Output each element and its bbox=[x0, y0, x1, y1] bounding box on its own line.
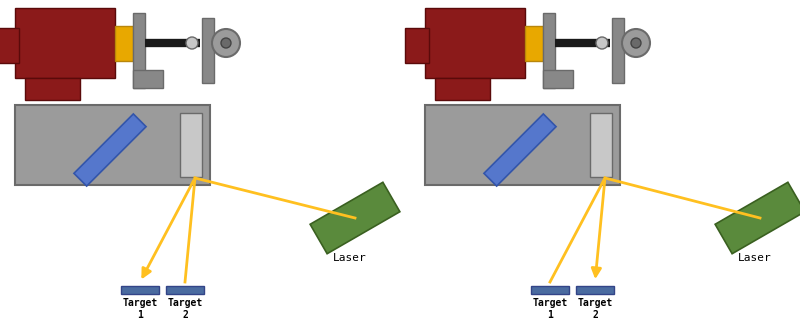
Bar bbox=[0, 28, 19, 63]
Bar bbox=[15, 8, 115, 78]
Bar bbox=[133, 70, 163, 88]
Bar bbox=[202, 18, 214, 83]
Bar bbox=[576, 286, 614, 294]
Text: Target
1: Target 1 bbox=[532, 298, 568, 320]
Bar bbox=[543, 13, 555, 88]
Bar bbox=[590, 113, 612, 177]
Bar bbox=[25, 78, 80, 100]
Circle shape bbox=[631, 38, 641, 48]
Polygon shape bbox=[715, 182, 800, 254]
Bar bbox=[425, 105, 620, 185]
Bar bbox=[435, 78, 490, 100]
Bar bbox=[543, 70, 573, 88]
Polygon shape bbox=[74, 114, 146, 186]
Polygon shape bbox=[310, 182, 400, 254]
Text: Target
2: Target 2 bbox=[167, 298, 202, 320]
Circle shape bbox=[212, 29, 240, 57]
Circle shape bbox=[622, 29, 650, 57]
Text: Target
2: Target 2 bbox=[578, 298, 613, 320]
Bar bbox=[121, 286, 159, 294]
Bar bbox=[115, 26, 133, 61]
Circle shape bbox=[596, 37, 608, 49]
Circle shape bbox=[221, 38, 231, 48]
Bar bbox=[525, 26, 543, 61]
Bar bbox=[405, 28, 429, 63]
Bar bbox=[133, 13, 145, 88]
Text: Target
1: Target 1 bbox=[122, 298, 158, 320]
Text: Laser: Laser bbox=[333, 253, 367, 263]
Bar bbox=[425, 8, 525, 78]
Bar bbox=[15, 105, 210, 185]
Polygon shape bbox=[484, 114, 556, 186]
Circle shape bbox=[186, 37, 198, 49]
Bar bbox=[166, 286, 204, 294]
Text: Laser: Laser bbox=[738, 253, 772, 263]
Bar bbox=[180, 113, 202, 177]
Bar bbox=[531, 286, 569, 294]
Bar bbox=[612, 18, 624, 83]
